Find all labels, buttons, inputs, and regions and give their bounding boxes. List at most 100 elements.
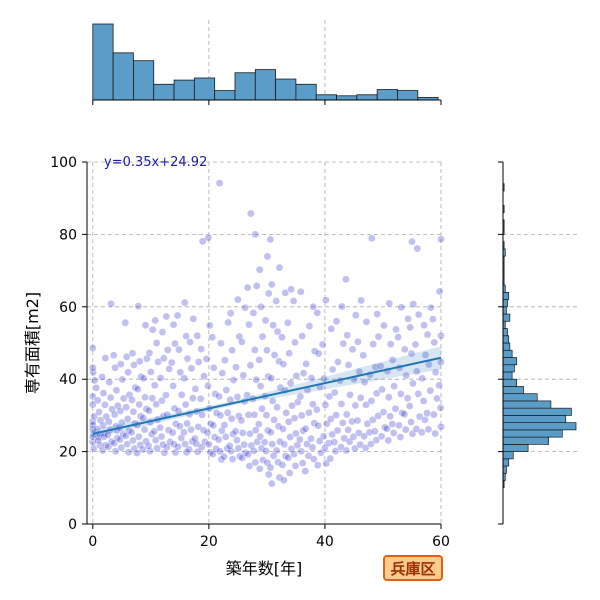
scatter-point: [201, 438, 209, 446]
scatter-point: [226, 309, 235, 317]
scatter-point: [384, 436, 393, 445]
scatter-point: [199, 426, 208, 434]
scatter-point: [298, 332, 306, 340]
scatter-point: [215, 392, 223, 401]
scatter-point: [222, 386, 231, 394]
scatter-point: [384, 393, 393, 402]
scatter-point: [259, 456, 267, 464]
scatter-point: [267, 374, 276, 383]
scatter-point: [368, 234, 376, 243]
scatter-point: [339, 339, 348, 348]
scatter-point: [266, 463, 275, 472]
scatter-point: [194, 358, 203, 366]
scatter-point: [160, 354, 168, 363]
scatter-point: [109, 351, 118, 360]
scatter-point: [310, 419, 319, 428]
scatter-point: [284, 417, 293, 426]
scatter-point: [160, 448, 169, 457]
scatter-point: [112, 386, 121, 395]
scatter-point: [270, 351, 279, 359]
x-hist-bar: [376, 89, 398, 101]
scatter-point: [433, 394, 441, 403]
scatter-point: [121, 318, 130, 327]
scatter-point: [275, 263, 284, 272]
scatter-point: [339, 419, 347, 427]
scatter-point: [89, 444, 98, 453]
scatter-point: [286, 379, 295, 387]
scatter-point: [128, 396, 136, 404]
scatter-point: [222, 433, 230, 441]
scatter-point: [205, 440, 213, 449]
y-hist-bar: [502, 306, 507, 315]
scatter-point: [431, 368, 440, 377]
scatter-point: [321, 401, 330, 409]
scatter-point: [437, 331, 445, 340]
scatter-point: [165, 365, 173, 373]
x-hist-bar: [234, 72, 256, 101]
scatter-point: [124, 368, 132, 377]
scatter-point: [383, 424, 391, 433]
scatter-point: [372, 389, 381, 398]
scatter-points: [89, 179, 445, 488]
scatter-point: [166, 438, 174, 446]
scatter-point: [430, 338, 439, 347]
x-hist-bar: [214, 90, 236, 101]
scatter-point: [255, 465, 264, 473]
x-hist-bar: [315, 94, 337, 101]
scatter-point: [189, 315, 198, 323]
scatter-point: [99, 389, 108, 397]
scatter-point: [313, 309, 322, 317]
scatter-point: [133, 449, 141, 457]
scatter-point: [218, 369, 227, 377]
scatter-point: [162, 391, 170, 399]
scatter-point: [301, 424, 310, 433]
scatter-point: [123, 415, 132, 423]
scatter-point: [151, 316, 160, 325]
x-hist-bar: [356, 94, 378, 101]
scatter-point: [297, 411, 306, 420]
scatter-point: [198, 411, 206, 419]
scatter-point: [305, 322, 314, 330]
scatter-point: [346, 391, 354, 399]
scatter-point: [216, 447, 224, 456]
scatter-point: [333, 426, 342, 435]
scatter-point: [369, 340, 378, 348]
scatter-point: [328, 430, 336, 439]
scatter-point: [100, 433, 108, 441]
scatter-point: [134, 433, 143, 441]
x-tick-label: 60: [432, 534, 450, 550]
y-hist-bar: [502, 371, 513, 380]
y-hist-bar: [502, 335, 510, 344]
scatter-point: [95, 408, 103, 416]
y-hist-bar: [502, 328, 508, 337]
scatter-point: [217, 339, 225, 348]
scatter-point: [251, 346, 259, 354]
scatter-point: [402, 371, 410, 380]
scatter-point: [293, 398, 302, 406]
scatter-point: [234, 444, 243, 453]
y-hist-bar: [502, 291, 510, 300]
scatter-point: [245, 320, 253, 329]
scatter-point: [273, 327, 282, 336]
scatter-point: [239, 371, 248, 380]
scatter-point: [233, 393, 242, 401]
regression-line: [92, 356, 442, 435]
scatter-point: [254, 420, 263, 428]
scatter-point: [267, 280, 276, 289]
scatter-point: [193, 331, 202, 340]
scatter-point: [319, 432, 328, 441]
scatter-point: [134, 302, 143, 311]
scatter-point: [89, 363, 97, 372]
scatter-point: [407, 349, 416, 358]
scatter-point: [264, 372, 273, 381]
scatter-point: [282, 409, 290, 417]
scatter-point: [281, 289, 290, 297]
scatter-point: [145, 349, 154, 357]
scatter-point: [262, 411, 271, 419]
scatter-point: [426, 386, 435, 395]
scatter-point: [436, 404, 445, 412]
scatter-point: [101, 401, 109, 409]
scatter-point: [385, 299, 394, 308]
scatter-point: [93, 396, 102, 405]
scatter-point: [135, 400, 144, 409]
